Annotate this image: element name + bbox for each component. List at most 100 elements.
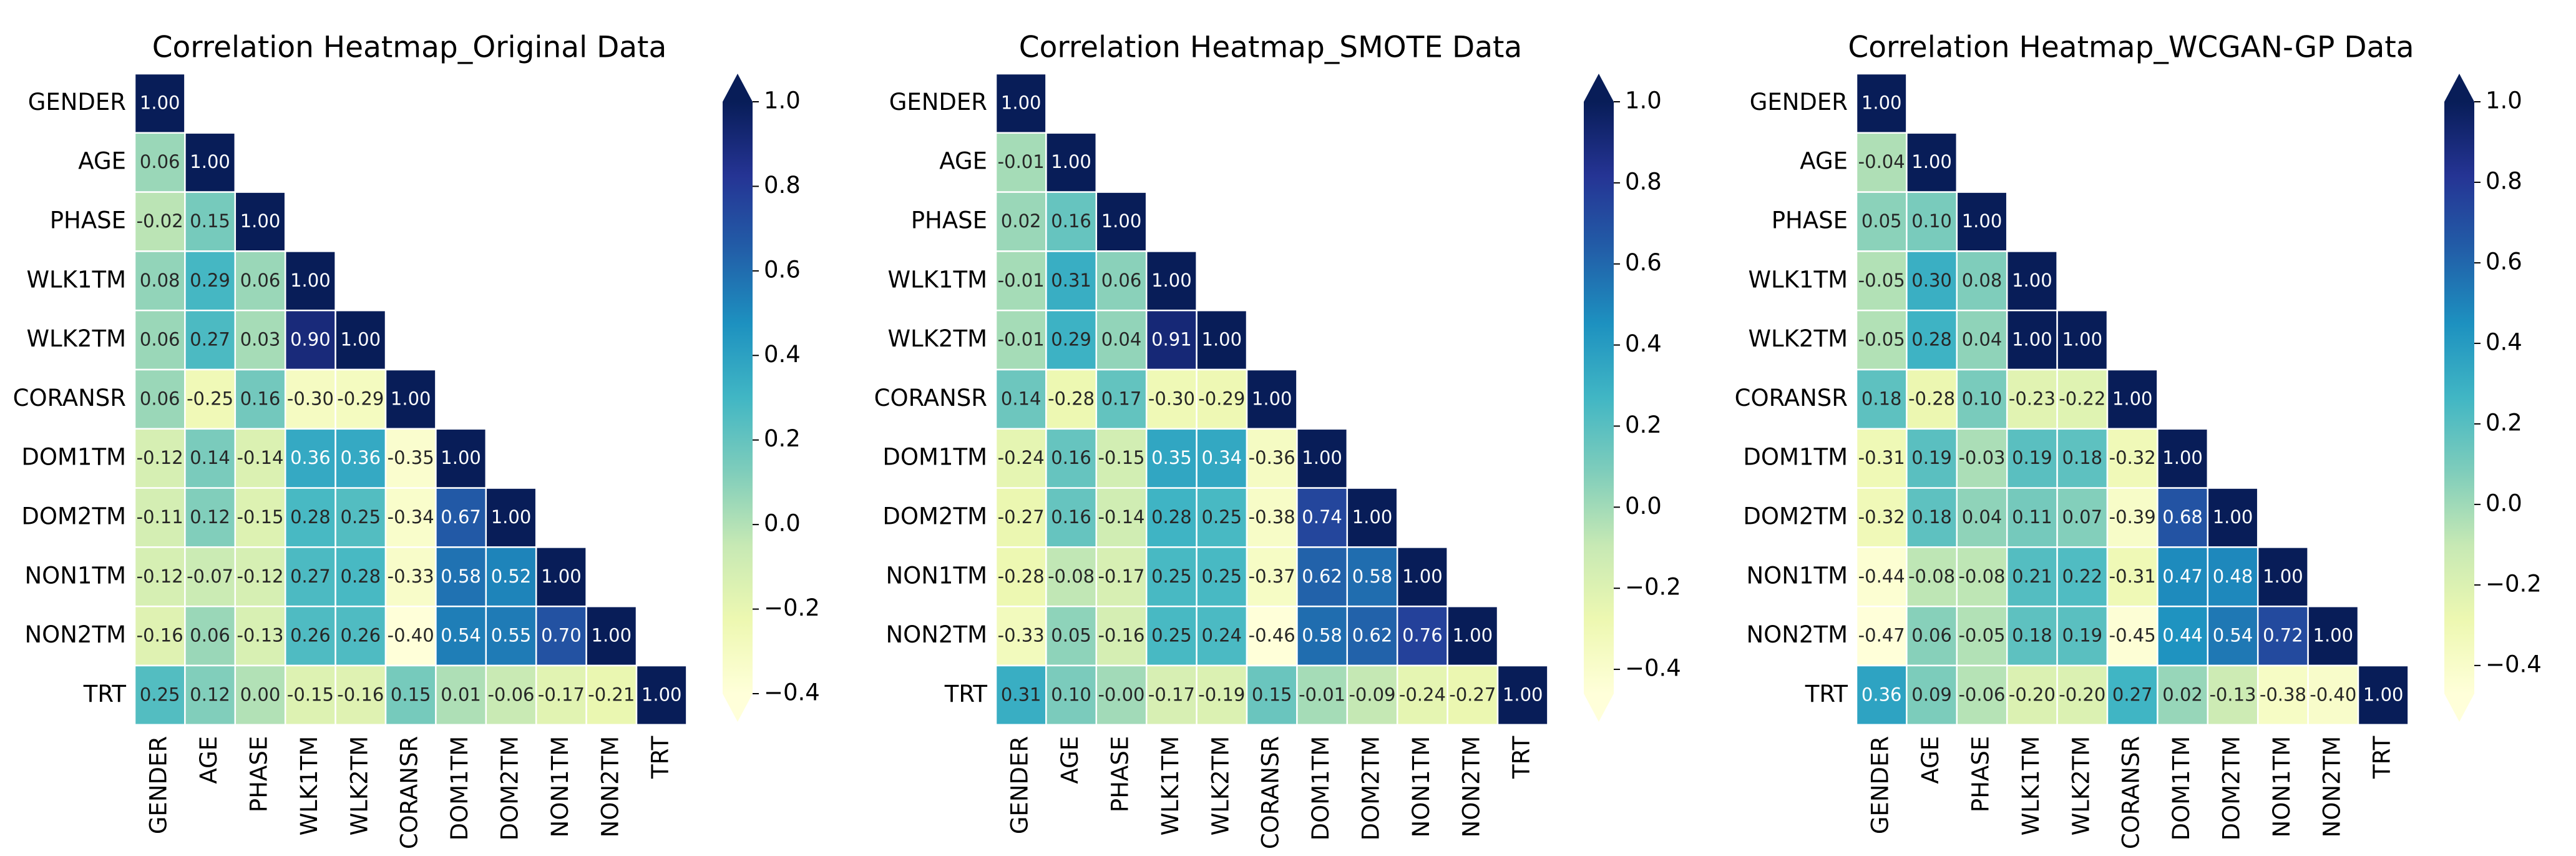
x-tick-label: WLK2TM — [2067, 736, 2094, 836]
heatmap-cell — [134, 368, 186, 430]
heatmap-cell — [1855, 72, 1908, 134]
heatmap-cell — [2056, 664, 2109, 726]
cell-label: 0.29 — [1051, 329, 1091, 350]
cell-label: -0.34 — [388, 506, 434, 528]
colorbar — [723, 102, 753, 694]
cell-label: 0.09 — [1911, 684, 1952, 705]
cell-label: 0.90 — [290, 329, 331, 350]
heatmap-cell — [184, 428, 237, 489]
x-tick-label: TRT — [647, 735, 674, 779]
cell-label: 0.68 — [2162, 506, 2203, 528]
heatmap-cell — [1095, 487, 1148, 548]
cell-label: 1.00 — [1402, 566, 1443, 587]
cell-label: 0.44 — [2162, 625, 2203, 646]
cell-label: -0.09 — [1349, 684, 1395, 705]
cell-label: -0.32 — [2109, 447, 2156, 468]
y-tick-label: NON2TM — [24, 621, 126, 648]
cell-label: 0.35 — [1151, 447, 1192, 468]
heatmap-cell — [1045, 605, 1098, 667]
x-tick-label: WLK1TM — [2017, 736, 2044, 836]
heatmap-cell — [2056, 309, 2109, 371]
heatmap-cell — [1855, 250, 1908, 312]
cell-label: -0.01 — [998, 329, 1045, 350]
heatmap-cell — [1447, 664, 1499, 726]
colorbar-tick-label: 0.8 — [764, 172, 801, 199]
cell-label: -0.36 — [1249, 447, 1295, 468]
cell-label: -0.16 — [137, 625, 183, 646]
cell-label: 1.00 — [2012, 270, 2052, 291]
heatmap-cell — [1906, 250, 1958, 312]
cell-label: 1.00 — [2112, 388, 2153, 409]
cell-label: 0.19 — [2012, 447, 2052, 468]
cell-label: 0.02 — [2162, 684, 2203, 705]
heatmap-cell — [1855, 368, 1908, 430]
cell-label: 0.54 — [441, 625, 481, 646]
heatmap-cell — [334, 605, 387, 667]
heatmap-cell — [995, 664, 1047, 726]
heatmap-cell — [1346, 546, 1398, 608]
heatmap-cell — [1956, 664, 2008, 726]
heatmap-cell — [2006, 250, 2058, 312]
cell-label: -0.17 — [538, 684, 585, 705]
heatmap-cell — [995, 309, 1047, 371]
cell-label: 1.00 — [1503, 684, 1543, 705]
cell-label: 0.91 — [1151, 329, 1192, 350]
heatmap-cell — [1396, 664, 1448, 726]
cell-label: -0.15 — [237, 506, 283, 528]
heatmap-cell — [1145, 546, 1198, 608]
cell-label: 0.08 — [140, 270, 180, 291]
cell-label: 0.16 — [1051, 506, 1091, 528]
heatmap-cell — [2307, 664, 2359, 726]
heatmap-cell — [1956, 546, 2008, 608]
heatmap-cell — [1906, 428, 1958, 489]
heatmap-cell — [1346, 487, 1398, 548]
cell-label: 1.00 — [441, 447, 481, 468]
cell-label: -0.44 — [1858, 566, 1905, 587]
cell-label: -0.25 — [187, 388, 233, 409]
cell-label: 1.00 — [2062, 329, 2103, 350]
cell-label: 0.67 — [441, 506, 481, 528]
heatmap-cell — [1246, 368, 1298, 430]
y-tick-label: GENDER — [1750, 89, 1848, 116]
cell-label: 0.28 — [290, 506, 331, 528]
colorbar-tick-label: −0.4 — [764, 679, 820, 706]
heatmap-cell — [1095, 428, 1148, 489]
y-tick-label: WLK1TM — [1748, 266, 1848, 293]
cell-label: -0.13 — [2209, 684, 2256, 705]
heatmap-cell — [1296, 664, 1349, 726]
cell-label: -0.27 — [998, 506, 1045, 528]
y-tick-label: NON1TM — [886, 562, 987, 589]
heatmap-cell — [384, 605, 437, 667]
heatmap-cell — [2006, 428, 2058, 489]
y-tick-label: WLK2TM — [887, 325, 987, 352]
cell-label: 0.14 — [1001, 388, 1042, 409]
heatmap-cell — [284, 309, 336, 371]
cell-label: 0.06 — [1911, 625, 1952, 646]
heatmap-panel: Correlation Heatmap_SMOTE Data 1.00 -0.01 1… — [874, 31, 1681, 850]
cell-label: -0.30 — [1148, 388, 1195, 409]
cell-label: 1.00 — [1252, 388, 1292, 409]
heatmap-cell — [134, 132, 186, 193]
heatmap-cell — [2256, 605, 2309, 667]
cell-label: 1.00 — [2213, 506, 2253, 528]
cell-label: 0.36 — [341, 447, 381, 468]
cell-label: -0.00 — [1098, 684, 1144, 705]
cell-label: 0.06 — [1101, 270, 1142, 291]
colorbar-tick-label: 0.6 — [2486, 248, 2522, 275]
cell-label: -0.35 — [388, 447, 434, 468]
cell-label: 1.00 — [341, 329, 381, 350]
cell-label: 0.06 — [140, 388, 180, 409]
cell-label: -0.22 — [2059, 388, 2105, 409]
heatmap-cell — [1045, 191, 1098, 252]
colorbar-tick-label: 1.0 — [764, 87, 801, 114]
y-tick-label: WLK2TM — [1748, 325, 1848, 352]
cell-label: -0.08 — [1048, 566, 1095, 587]
cell-label: -0.01 — [998, 270, 1045, 291]
cell-label: 0.07 — [2062, 506, 2103, 528]
cell-label: 0.25 — [1202, 566, 1242, 587]
cell-label: -0.03 — [1958, 447, 2005, 468]
colorbar-tick-label: 1.0 — [1625, 87, 1662, 114]
cell-label: -0.28 — [1048, 388, 1095, 409]
cell-label: 0.29 — [190, 270, 230, 291]
cell-label: 0.04 — [1962, 506, 2003, 528]
